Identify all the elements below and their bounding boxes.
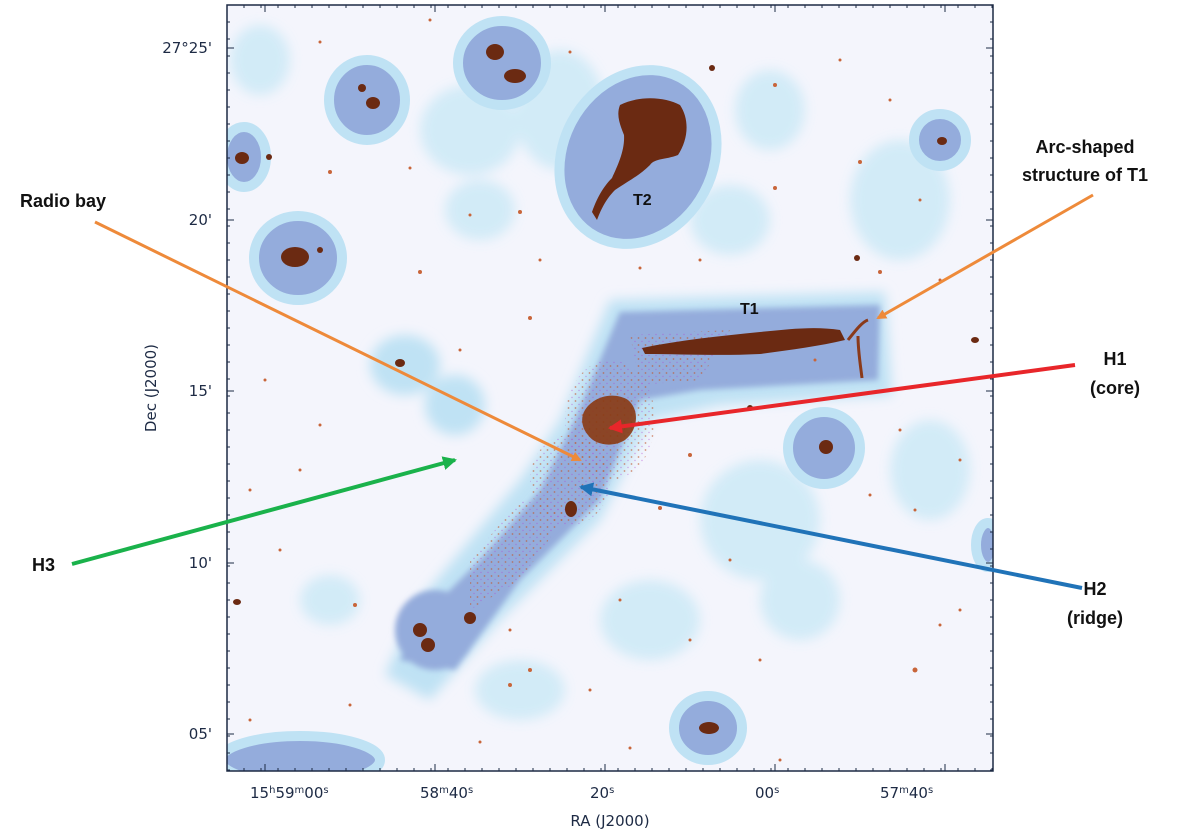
y-tick-label: 27°25'	[162, 39, 212, 57]
y-tick-labels: 27°25' 20' 15' 10' 05'	[162, 39, 212, 743]
x-tick-labels: 15h59m00s 58m40s 20s 00s 57m40s	[250, 784, 933, 802]
radio-arc-t1	[846, 318, 869, 379]
y-axis-label: Dec (J2000)	[142, 344, 160, 432]
x-tick-label: 20s	[590, 784, 614, 802]
arrow-radio-bay	[94, 220, 582, 462]
label-h2-sub: (ridge)	[1067, 608, 1123, 628]
label-t1: T1	[740, 301, 759, 318]
arrow-h2-ridge	[579, 482, 1083, 590]
x-tick-label: 00s	[755, 784, 779, 802]
arrow-h1-core	[608, 363, 1076, 434]
label-h1-sub: (core)	[1090, 378, 1140, 398]
radio-tail-t2	[592, 98, 687, 220]
label-h3: H3	[32, 555, 55, 575]
xray-faint-emission	[230, 25, 970, 720]
y-tick-label: 20'	[189, 211, 212, 229]
arrow-h3	[71, 456, 457, 566]
label-h1: H1	[1103, 349, 1126, 369]
plot-frame	[226, 4, 994, 772]
label-arc-line2: structure of T1	[1022, 165, 1148, 185]
x-tick-label: 57m40s	[880, 784, 933, 802]
label-arc-line1: Arc-shaped	[1035, 137, 1134, 157]
label-radio-bay: Radio bay	[20, 191, 106, 211]
radio-tail-t1	[642, 328, 845, 355]
y-tick-label: 05'	[189, 725, 212, 743]
y-tick-label: 15'	[189, 382, 212, 400]
y-tick-label: 10'	[189, 554, 212, 572]
image-panel	[227, 5, 993, 771]
x-tick-label: 15h59m00s	[250, 784, 329, 802]
arrow-arc-structure	[876, 193, 1094, 320]
tick-marks	[227, 5, 993, 771]
label-h2: H2	[1083, 579, 1106, 599]
label-t2: T2	[633, 192, 652, 209]
x-axis-label: RA (J2000)	[570, 812, 649, 830]
x-tick-label: 58m40s	[420, 784, 473, 802]
annotation-arrows	[71, 193, 1094, 590]
